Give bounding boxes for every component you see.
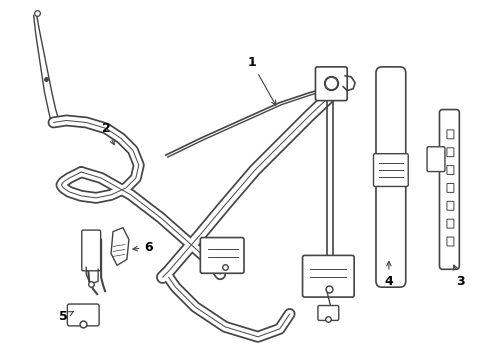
FancyBboxPatch shape [446, 201, 453, 210]
FancyBboxPatch shape [315, 67, 346, 100]
FancyBboxPatch shape [446, 219, 453, 228]
FancyBboxPatch shape [426, 147, 444, 172]
FancyBboxPatch shape [302, 255, 353, 297]
Text: 2: 2 [102, 122, 114, 145]
FancyBboxPatch shape [446, 148, 453, 157]
Text: 6: 6 [133, 241, 153, 254]
FancyBboxPatch shape [373, 154, 407, 186]
FancyBboxPatch shape [446, 130, 453, 139]
Text: 5: 5 [59, 310, 73, 323]
FancyBboxPatch shape [317, 306, 338, 320]
FancyBboxPatch shape [446, 237, 453, 246]
Text: 1: 1 [247, 57, 275, 105]
FancyBboxPatch shape [67, 304, 99, 326]
FancyBboxPatch shape [439, 109, 458, 269]
Text: 4: 4 [384, 261, 392, 288]
FancyBboxPatch shape [375, 67, 405, 287]
Text: 3: 3 [452, 265, 464, 288]
FancyBboxPatch shape [81, 230, 101, 271]
Polygon shape [111, 228, 129, 265]
FancyBboxPatch shape [446, 184, 453, 192]
FancyBboxPatch shape [200, 238, 244, 273]
FancyBboxPatch shape [446, 166, 453, 175]
